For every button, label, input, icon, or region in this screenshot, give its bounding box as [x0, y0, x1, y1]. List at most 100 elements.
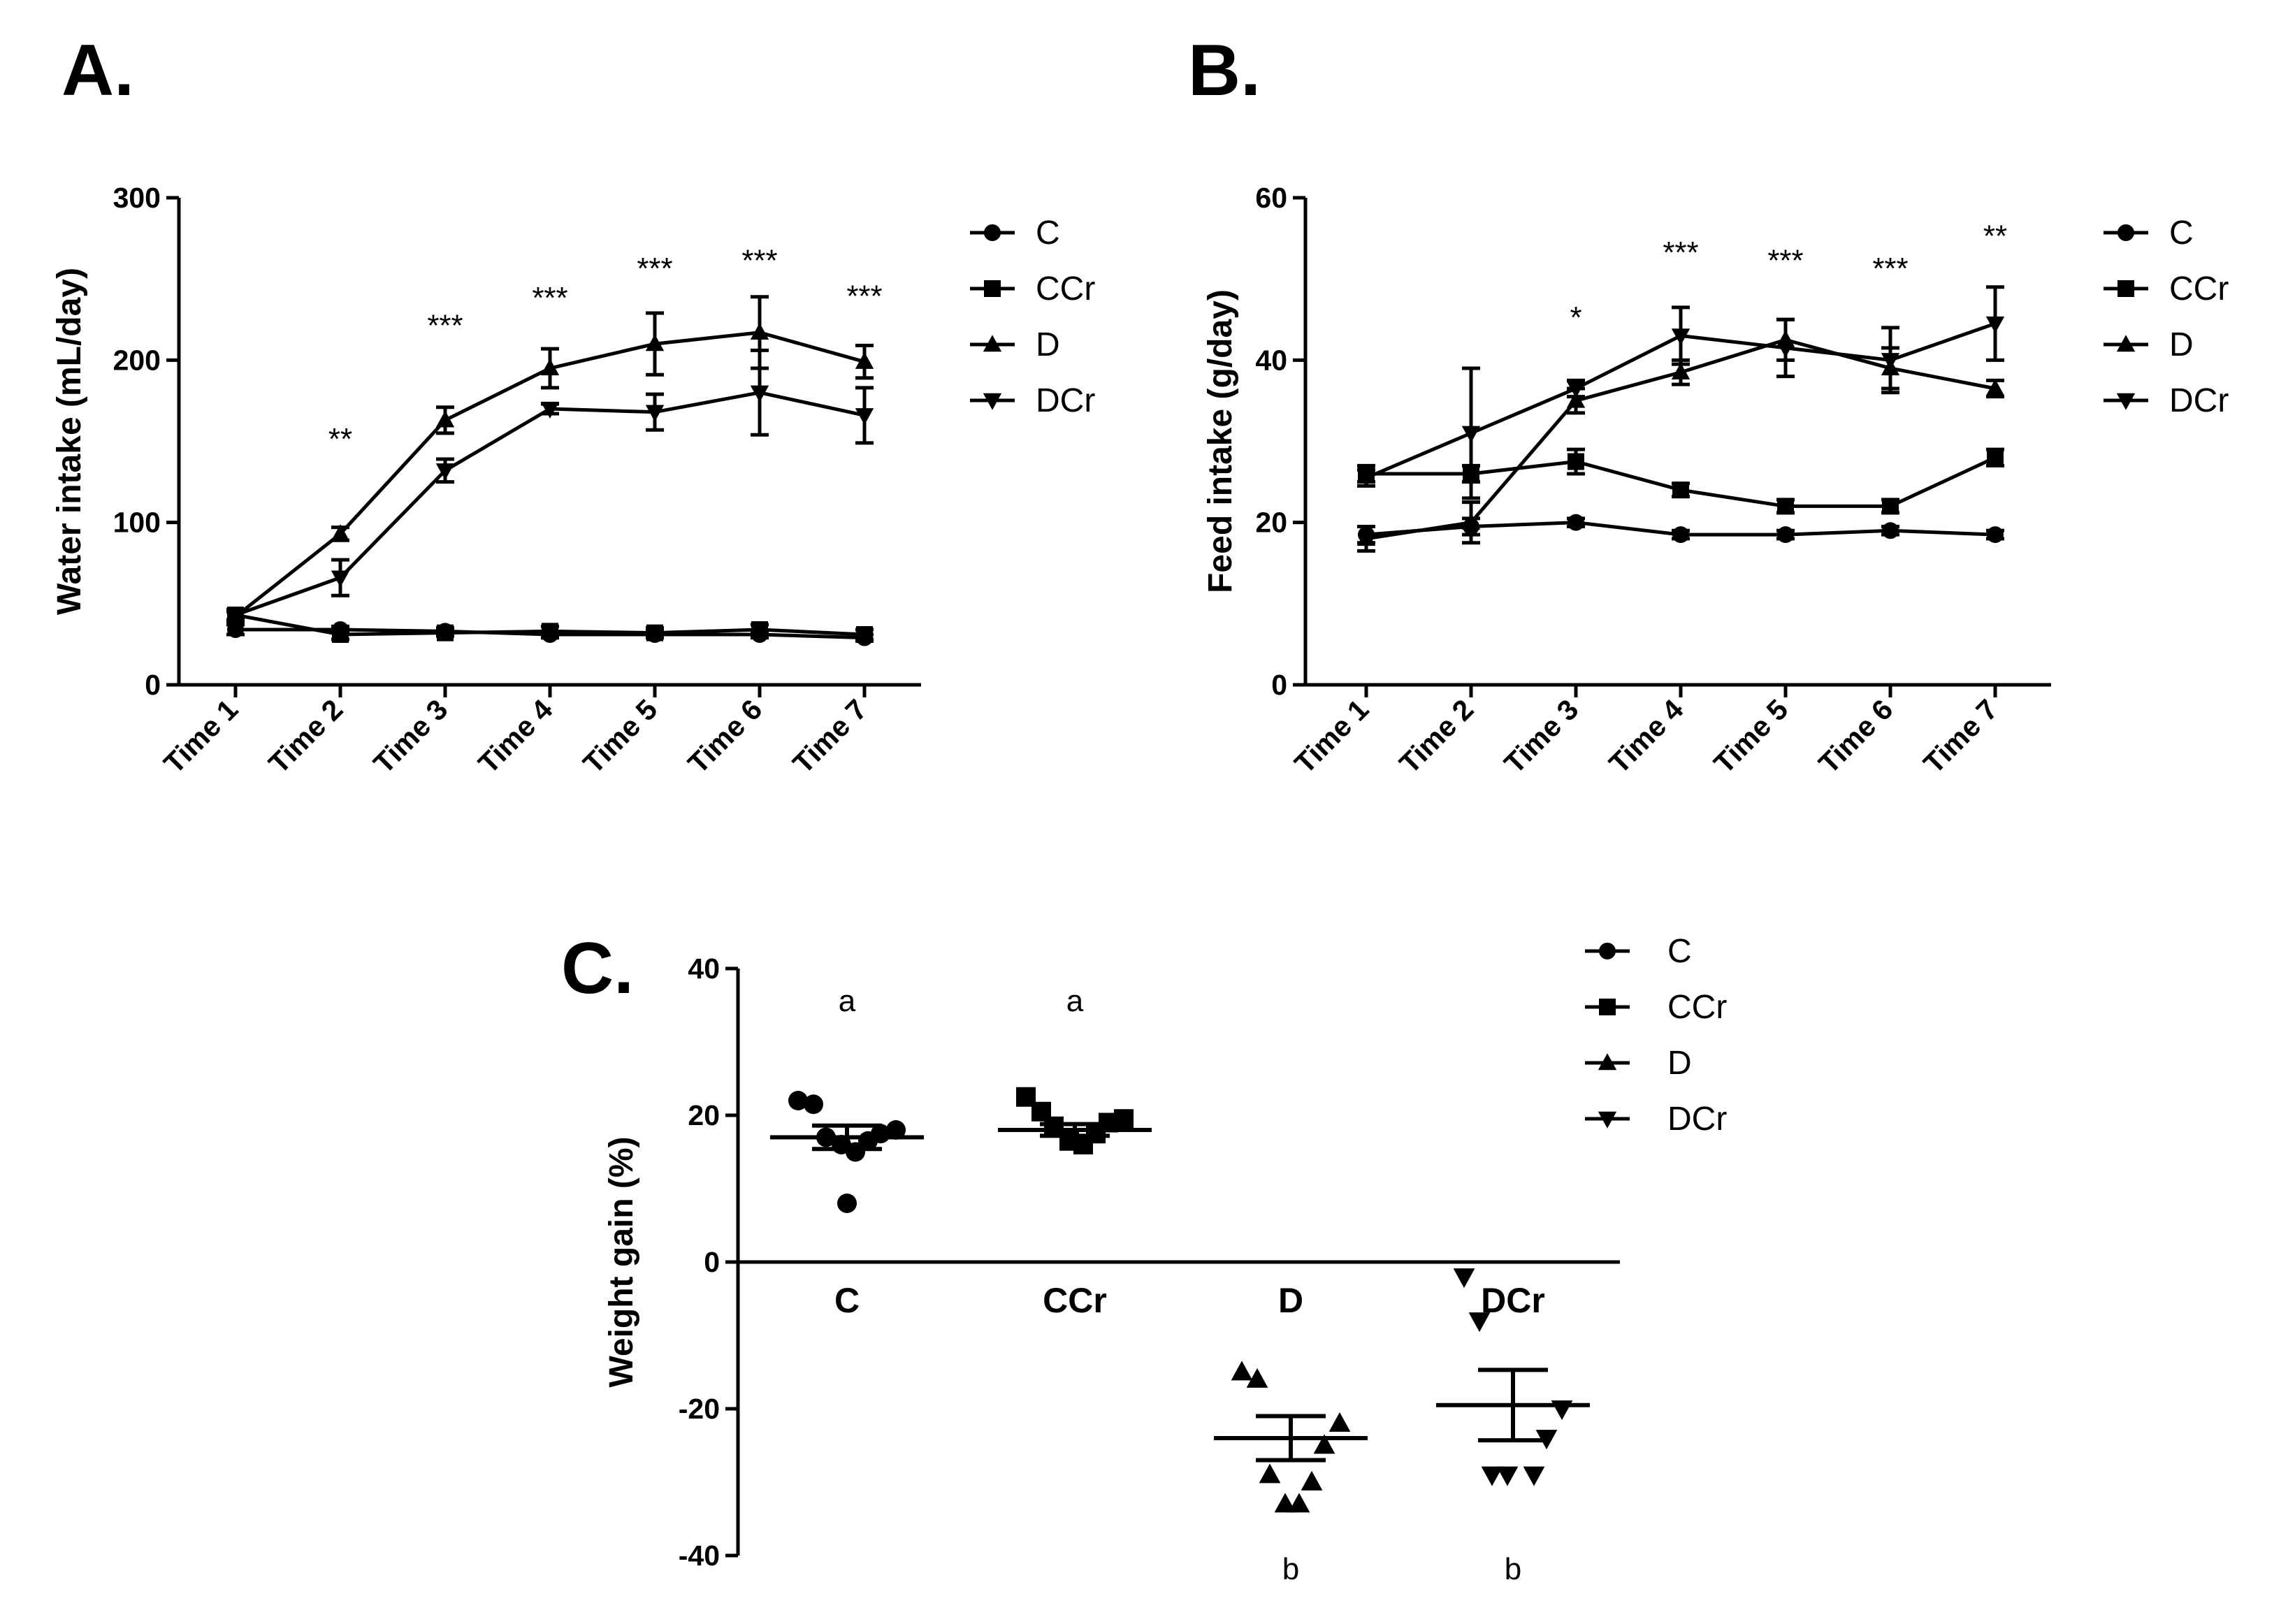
data-point-d — [1329, 1412, 1351, 1432]
data-point-dcr — [750, 385, 769, 403]
legend-label-d: D — [2169, 326, 2194, 363]
group-label: C — [834, 1281, 860, 1320]
data-point-ccr — [856, 625, 873, 643]
significance-label: ** — [1983, 219, 2007, 254]
significance-label: *** — [1767, 244, 1803, 278]
data-point-dcr — [1496, 1466, 1519, 1486]
data-point-ccr — [437, 624, 454, 641]
group-dcr — [1436, 1268, 1590, 1486]
data-point-c — [804, 1094, 823, 1115]
y-tick-label: -20 — [679, 1393, 720, 1425]
data-point-d — [1246, 1368, 1268, 1388]
data-point-d — [1259, 1463, 1281, 1484]
data-point-d — [540, 358, 560, 376]
significance-label: ** — [328, 422, 352, 456]
data-point-d — [1461, 512, 1481, 530]
data-point-d — [1313, 1434, 1335, 1454]
data-point-dcr — [435, 463, 455, 481]
data-point-ccr — [1073, 1135, 1093, 1154]
data-point-d — [1274, 1493, 1296, 1513]
data-point-ccr — [1987, 449, 2004, 466]
data-point-c — [837, 1194, 857, 1213]
data-point-ccr — [1882, 498, 1899, 515]
legend-label-dcr: DCr — [1036, 382, 1095, 419]
significance-letter: b — [1282, 1552, 1299, 1586]
significance-letter: a — [839, 984, 856, 1018]
legend-label-ccr: CCr — [1036, 270, 1095, 307]
legend-marker-d — [983, 335, 1002, 352]
legend-marker-dcr — [2116, 393, 2136, 410]
data-point-c — [886, 1120, 906, 1140]
data-point-dcr — [1566, 381, 1586, 398]
data-point-ccr — [332, 625, 349, 643]
legend-label-c: C — [1036, 215, 1060, 252]
panel-label: A. — [61, 30, 134, 111]
data-point-d — [331, 524, 350, 542]
data-point-ccr — [1672, 481, 1689, 499]
y-tick-label: 20 — [688, 1099, 720, 1131]
legend-label-d: D — [1667, 1045, 1692, 1082]
significance-letter: b — [1505, 1552, 1521, 1586]
data-point-dcr — [1881, 353, 1900, 370]
data-point-dcr — [1481, 1466, 1503, 1486]
legend-marker-dcr — [1598, 1111, 1617, 1129]
y-tick-label: 0 — [145, 669, 161, 701]
data-point-c — [1672, 526, 1689, 544]
data-point-dcr — [540, 401, 560, 419]
significance-letter: a — [1066, 984, 1084, 1018]
data-point-ccr — [542, 623, 558, 640]
significance-label: *** — [532, 281, 567, 315]
data-point-c — [1987, 526, 2004, 544]
significance-label: *** — [427, 308, 463, 342]
panel-label: C. — [561, 928, 634, 1009]
data-point-d — [435, 410, 455, 428]
data-point-dcr — [1356, 470, 1376, 488]
data-point-d — [1566, 391, 1586, 408]
group-ccr — [998, 1087, 1152, 1154]
legend-label-dcr: DCr — [2169, 382, 2229, 419]
data-point-dcr — [1671, 328, 1691, 346]
legend-label-c: C — [2169, 215, 2194, 252]
data-point-c — [227, 621, 244, 639]
significance-label: *** — [637, 252, 672, 286]
legend-label-ccr: CCr — [1667, 989, 1727, 1026]
legend-marker-d — [1598, 1053, 1617, 1071]
data-point-c — [1882, 522, 1899, 539]
panel-c: C. -40 -20 0 20 40 Weight gain (%) C CCr D DCr a a b b… — [561, 928, 1727, 1586]
y-tick-label: 40 — [1255, 344, 1287, 376]
y-tick-label: 300 — [113, 182, 161, 214]
significance-label: * — [1570, 300, 1581, 335]
y-tick-label: 60 — [1255, 182, 1287, 214]
data-point-ccr — [1777, 498, 1794, 515]
y-tick-label: 40 — [688, 952, 720, 985]
data-point-d — [1231, 1361, 1253, 1381]
legend-marker-c — [1599, 943, 1616, 959]
y-axis-title: Water intake (mL/day) — [51, 268, 88, 615]
data-point-dcr — [226, 607, 245, 625]
y-axis-title: Weight gain (%) — [603, 1136, 640, 1387]
data-point-dcr — [1523, 1466, 1545, 1486]
data-point-dcr — [1985, 316, 2005, 333]
series-ccr — [226, 607, 874, 643]
y-tick-label: 0 — [704, 1246, 720, 1278]
data-point-dcr — [1468, 1312, 1491, 1333]
data-point-ccr — [1568, 453, 1584, 470]
y-tick-label: 200 — [113, 344, 161, 376]
legend-label-dcr: DCr — [1667, 1101, 1727, 1138]
panel-label: B. — [1188, 30, 1261, 111]
data-point-d — [1356, 529, 1376, 546]
group-label: CCr — [1043, 1281, 1107, 1320]
y-tick-label: 100 — [113, 507, 161, 539]
legend-marker-c — [2117, 224, 2134, 241]
legend-marker-ccr — [2117, 280, 2134, 297]
significance-label: *** — [741, 244, 777, 278]
data-point-c — [788, 1091, 808, 1110]
legend-label-ccr: CCr — [2169, 270, 2229, 307]
data-point-d — [1288, 1493, 1310, 1513]
data-point-dcr — [1453, 1268, 1475, 1289]
data-point-c — [1777, 526, 1794, 544]
data-point-dcr — [331, 570, 350, 588]
legend-marker-c — [984, 224, 1001, 241]
